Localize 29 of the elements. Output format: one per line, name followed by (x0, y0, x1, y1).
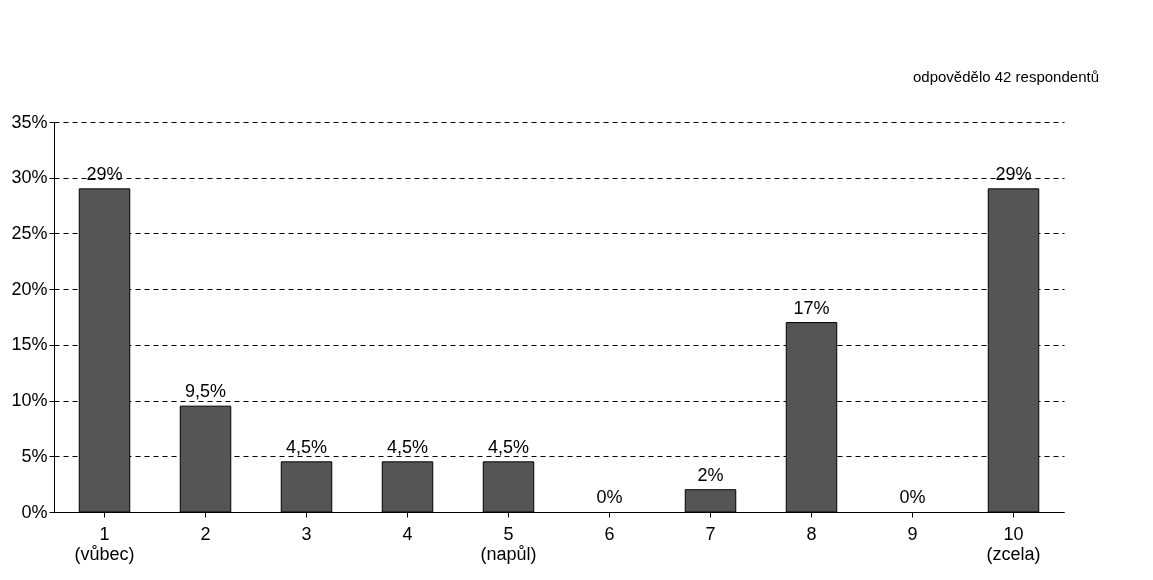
x-tick-label: 10 (zcela) (986, 523, 1041, 564)
data-label: 29% (86, 163, 123, 184)
x-tick-label: 5 (napůl) (480, 523, 537, 564)
x-tick-label: 9 (907, 523, 918, 544)
data-label: 4,5% (487, 436, 530, 457)
y-tick-label: 10% (11, 390, 48, 411)
x-tick-label: 6 (604, 523, 615, 544)
data-label: 17% (793, 297, 830, 318)
y-tick-label: 0% (21, 501, 48, 522)
x-tick-label: 3 (301, 523, 312, 544)
data-label: 9,5% (184, 381, 227, 402)
data-label: 29% (995, 163, 1032, 184)
data-label: 2% (697, 464, 724, 485)
data-label: 0% (899, 487, 926, 507)
y-tick-label: 20% (11, 278, 48, 299)
x-tick-label: 1 (vůbec) (74, 523, 135, 564)
y-tick-label: 30% (11, 167, 48, 188)
y-tick-label: 25% (11, 222, 48, 243)
text: odpovědělo 42 respondentů (913, 68, 1099, 85)
x-tick-label: 4 (402, 523, 413, 544)
y-tick-label: 5% (21, 445, 48, 466)
data-label: 4,5% (386, 436, 429, 457)
y-tick-label: 15% (11, 334, 48, 355)
data-label: 4,5% (285, 436, 328, 457)
y-tick-label: 35% (11, 111, 48, 132)
x-tick-label: 7 (705, 523, 716, 544)
x-tick-label: 2 (200, 523, 211, 544)
data-label: 0% (596, 487, 623, 507)
x-tick-label: 8 (806, 523, 817, 544)
